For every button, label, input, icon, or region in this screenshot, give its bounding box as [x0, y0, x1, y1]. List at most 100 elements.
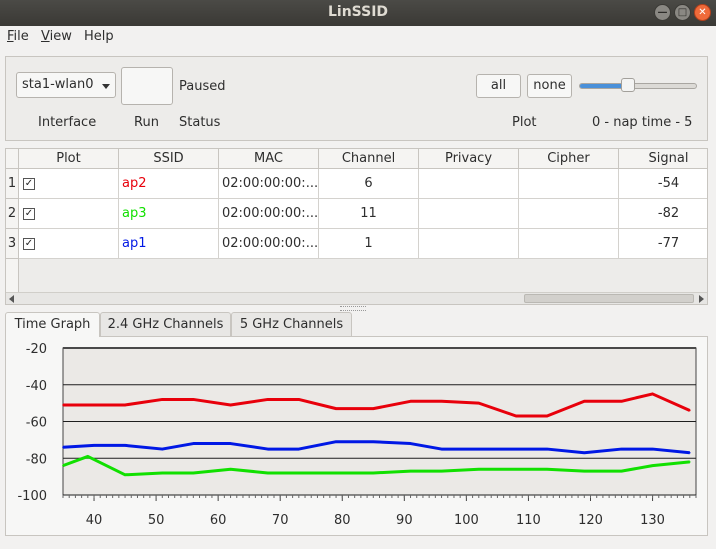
- run-button[interactable]: [121, 67, 173, 105]
- maximize-icon[interactable]: □: [674, 4, 691, 21]
- interface-select-value: sta1-wlan0: [22, 77, 94, 92]
- plot-all-button[interactable]: all: [476, 74, 521, 98]
- data-point: [93, 444, 95, 447]
- column-header-signal[interactable]: Signal: [619, 149, 707, 168]
- channel-cell: 11: [319, 199, 419, 229]
- data-point: [124, 473, 126, 476]
- cipher-cell: [519, 199, 619, 229]
- tab-2-4-ghz-channels[interactable]: 2.4 GHz Channels: [100, 312, 231, 336]
- data-point: [651, 448, 654, 450]
- nap-time-slider-handle[interactable]: [621, 78, 636, 92]
- data-point: [440, 470, 443, 472]
- data-point: [161, 448, 164, 450]
- nap-time-slider[interactable]: [579, 78, 697, 92]
- data-point: [229, 404, 232, 406]
- splitter-handle[interactable]: [340, 306, 366, 311]
- data-point: [372, 472, 375, 474]
- signal-cell: -82: [619, 199, 707, 229]
- y-tick-label: -40: [26, 379, 47, 394]
- data-point: [124, 444, 126, 447]
- horizontal-scrollbar[interactable]: [6, 292, 707, 304]
- x-tick-label: 120: [578, 513, 603, 528]
- data-point: [372, 440, 375, 443]
- menu-file[interactable]: File: [7, 29, 29, 44]
- close-icon[interactable]: ✕: [694, 4, 711, 21]
- mac-cell: 02:00:00:00:...: [219, 229, 319, 259]
- mac-cell: 02:00:00:00:...: [219, 169, 319, 199]
- time-graph-pane: -20 -40 -60 -80 -100 40 50 60 70 80 90 100 110 120 130: [5, 336, 708, 536]
- tab-5-ghz-channels[interactable]: 5 GHz Channels: [231, 312, 352, 336]
- data-point: [229, 442, 232, 445]
- column-header-privacy[interactable]: Privacy: [419, 149, 519, 168]
- plot-cell: ✓: [19, 169, 119, 199]
- row-number: 3: [6, 229, 19, 259]
- data-point: [583, 451, 586, 454]
- table-row[interactable]: 2 ✓ ap3 02:00:00:00:... 11 -82: [6, 199, 707, 229]
- data-point: [583, 400, 586, 403]
- data-point: [62, 446, 64, 449]
- data-point: [620, 400, 623, 403]
- control-panel: sta1-wlan0 Paused Interface Run Status a…: [5, 56, 708, 141]
- cipher-cell: [519, 229, 619, 259]
- table-row[interactable]: 1 ✓ ap2 02:00:00:00:... 6 -54: [6, 169, 707, 199]
- column-header-channel[interactable]: Channel: [319, 149, 419, 168]
- plot-none-button[interactable]: none: [527, 74, 572, 98]
- plot-cell: ✓: [19, 229, 119, 259]
- minimize-icon[interactable]: —: [654, 4, 671, 21]
- y-tick-label: -20: [26, 342, 47, 357]
- plot-checkbox[interactable]: ✓: [23, 208, 35, 220]
- column-header-plot[interactable]: Plot: [19, 149, 119, 168]
- y-tick-label: -60: [26, 416, 47, 431]
- status-label: Status: [179, 115, 221, 130]
- tab-time-graph[interactable]: Time Graph: [5, 312, 100, 337]
- data-point: [298, 472, 300, 474]
- data-point: [266, 472, 269, 474]
- menu-view[interactable]: View: [41, 29, 72, 44]
- data-point: [229, 468, 232, 471]
- x-tick-label: 70: [272, 513, 289, 528]
- plot-checkbox[interactable]: ✓: [23, 178, 35, 190]
- scrollbar-thumb[interactable]: [524, 294, 694, 303]
- ssid-cell: ap2: [119, 169, 219, 199]
- signal-cell: -54: [619, 169, 707, 199]
- ap-table: Plot SSID MAC Channel Privacy Cipher Sig…: [5, 148, 708, 305]
- interface-label: Interface: [38, 115, 97, 130]
- x-tick-label: 130: [640, 513, 665, 528]
- plot-cell: ✓: [19, 199, 119, 229]
- column-header-ssid[interactable]: SSID: [119, 149, 219, 168]
- data-point: [335, 440, 337, 443]
- signal-cell: -77: [619, 229, 707, 259]
- data-point: [477, 448, 480, 450]
- channel-cell: 1: [319, 229, 419, 259]
- x-tick-label: 80: [334, 513, 351, 528]
- data-point: [651, 393, 654, 395]
- column-header-mac[interactable]: MAC: [219, 149, 319, 168]
- data-point: [477, 402, 480, 404]
- plot-label: Plot: [512, 115, 537, 130]
- data-point: [409, 442, 412, 445]
- chevron-down-icon: [102, 84, 110, 89]
- scroll-left-icon[interactable]: [9, 295, 14, 303]
- data-point: [335, 407, 337, 410]
- x-tick-label: 60: [210, 513, 227, 528]
- column-header-cipher[interactable]: Cipher: [519, 149, 619, 168]
- scroll-right-icon[interactable]: [699, 295, 704, 303]
- status-value: Paused: [179, 79, 226, 94]
- ssid-cell: ap1: [119, 229, 219, 259]
- interface-select[interactable]: sta1-wlan0: [16, 72, 116, 98]
- data-point: [192, 442, 195, 445]
- menu-help[interactable]: Help: [84, 29, 114, 44]
- row-header-filler: [6, 259, 19, 293]
- data-point: [192, 472, 195, 474]
- data-point: [440, 448, 443, 450]
- data-point: [440, 400, 443, 403]
- nap-time-slider-fill: [580, 84, 628, 88]
- menu-bar: File View Help: [0, 26, 716, 48]
- plot-checkbox[interactable]: ✓: [23, 238, 35, 250]
- data-point: [688, 461, 691, 463]
- data-point: [93, 404, 95, 406]
- table-row[interactable]: 3 ✓ ap1 02:00:00:00:... 1 -77: [6, 229, 707, 259]
- data-point: [335, 472, 337, 474]
- data-point: [546, 468, 548, 471]
- privacy-cell: [419, 169, 519, 199]
